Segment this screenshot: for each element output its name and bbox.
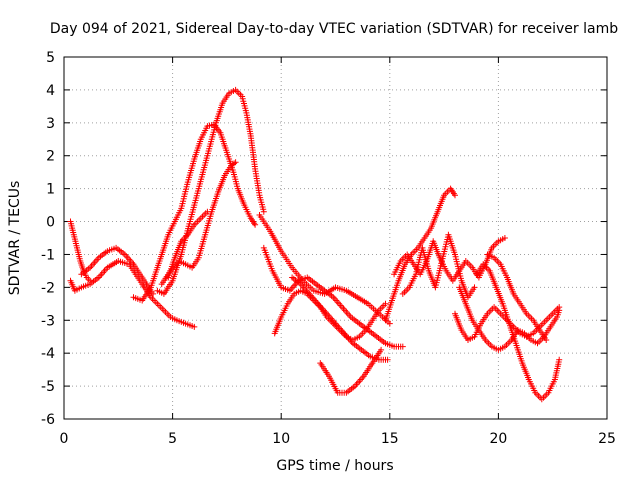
data-point-markers: [78, 244, 157, 297]
grid: [64, 57, 607, 419]
data-point-markers: [456, 284, 563, 353]
x-axis-label: GPS time / hours: [276, 458, 393, 474]
data-point-markers: [399, 231, 478, 301]
x-tick-label: 15: [381, 431, 399, 447]
y-tick-label: -6: [41, 412, 55, 428]
series-arc-s: [484, 251, 550, 343]
series-arc-c: [78, 244, 157, 297]
x-tick-label: 25: [598, 431, 616, 447]
y-tick-label: -3: [41, 313, 55, 329]
series-arc-r: [473, 261, 563, 403]
y-tick-label: -4: [41, 346, 55, 362]
series-arc-g: [165, 208, 211, 281]
x-tick-label: 0: [60, 431, 69, 447]
data-point-markers: [154, 86, 267, 297]
y-tick-label: -2: [41, 280, 55, 296]
y-tick-label: -1: [41, 247, 55, 263]
data-point-markers: [256, 212, 393, 327]
series-arc-i: [256, 212, 393, 327]
series-arc-k: [317, 346, 385, 396]
data-point-markers: [67, 258, 198, 330]
data-point-markers: [67, 218, 94, 284]
x-tick-label: 10: [272, 431, 290, 447]
data-point-markers: [130, 121, 259, 304]
series-arc-m: [382, 185, 458, 324]
y-tick-label: 2: [46, 149, 55, 165]
data-point-markers: [317, 346, 385, 396]
axis-ticks: 0 5 10 15 20 25 -6 -5 -4 -3 -2 -1 0 1 2 3 4 5: [41, 50, 616, 447]
chart-title: Day 094 of 2021, Sidereal Day-to-day VTE…: [50, 21, 618, 37]
y-tick-label: 1: [46, 182, 55, 198]
data-series: [67, 86, 563, 403]
y-tick-label: 4: [46, 83, 55, 99]
data-point-markers: [484, 251, 550, 343]
series-arc-b: [67, 218, 94, 284]
y-tick-label: 0: [46, 215, 55, 231]
series-arc-d: [130, 121, 259, 304]
series-arc-h: [260, 244, 406, 350]
data-point-markers: [473, 261, 563, 403]
y-axis-label: SDTVAR / TECUs: [7, 181, 23, 296]
data-point-markers: [289, 274, 391, 363]
series-arc-l: [289, 274, 391, 363]
x-tick-label: 5: [168, 431, 177, 447]
series-arc-e: [154, 86, 267, 297]
plot-frame: [63, 56, 608, 420]
y-tick-label: 5: [46, 50, 55, 66]
series-arc-q: [456, 284, 563, 353]
data-point-markers: [165, 208, 211, 281]
x-tick-label: 20: [489, 431, 507, 447]
y-tick-label: -5: [41, 379, 55, 395]
series-arc-o: [399, 231, 478, 301]
y-tick-label: 3: [46, 116, 55, 132]
series-arc-a: [67, 258, 198, 330]
data-point-markers: [382, 185, 458, 324]
data-point-markers: [260, 244, 406, 350]
